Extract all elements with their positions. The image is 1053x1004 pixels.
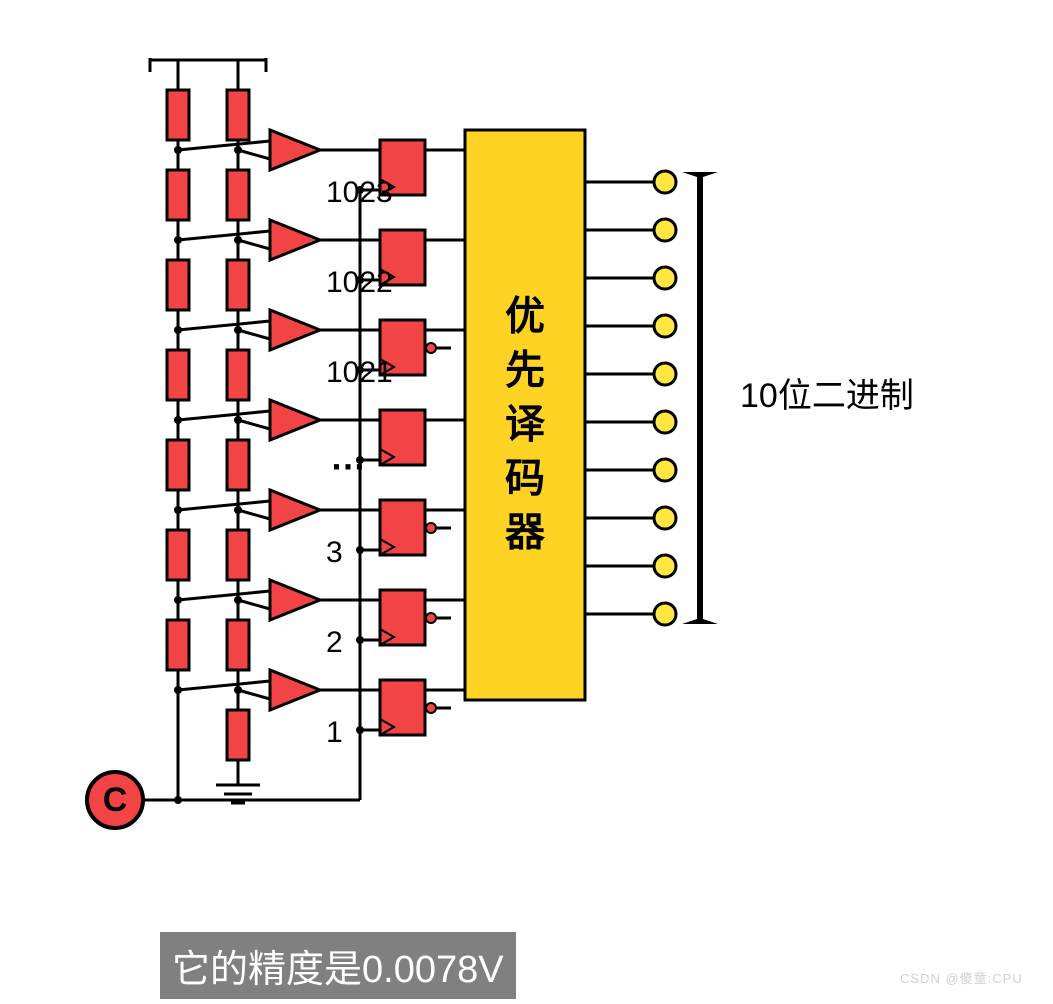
resistor [227, 620, 249, 670]
watermark: CSDN @傻童:CPU [900, 968, 1023, 987]
svg-text:2: 2 [326, 626, 343, 659]
comparator-icon [270, 130, 320, 170]
output-pin [654, 555, 676, 577]
latch [380, 410, 425, 465]
resistor [227, 350, 249, 400]
output-pin [654, 459, 676, 481]
comparator-icon [270, 580, 320, 620]
svg-text:器: 器 [505, 511, 546, 555]
inversion-bubble [426, 343, 436, 353]
inversion-bubble [426, 613, 436, 623]
output-pin [654, 411, 676, 433]
resistor [167, 620, 189, 670]
output-pin [654, 171, 676, 193]
svg-text:C: C [103, 781, 128, 819]
diagram-stage: 优先译码器102310221021…321C10位二进制 它的精度是0.0078… [0, 0, 1053, 1004]
svg-text:10位二进制: 10位二进制 [740, 377, 914, 415]
resistor [227, 530, 249, 580]
resistor [167, 170, 189, 220]
svg-text:优: 优 [505, 295, 545, 339]
resistor [167, 90, 189, 140]
output-pin [654, 267, 676, 289]
comparator-icon [270, 220, 320, 260]
svg-text:3: 3 [326, 536, 343, 569]
svg-text:先: 先 [505, 349, 545, 393]
svg-text:译: 译 [505, 403, 546, 447]
svg-text:1: 1 [326, 716, 343, 749]
resistor [227, 710, 249, 760]
resistor [227, 90, 249, 140]
resistor [227, 260, 249, 310]
inversion-bubble [426, 523, 436, 533]
output-pin [654, 507, 676, 529]
caption-box: 它的精度是0.0078V [160, 932, 516, 999]
output-pin [654, 363, 676, 385]
resistor [227, 440, 249, 490]
latch [380, 680, 425, 735]
circuit-svg: 优先译码器102310221021…321C10位二进制 [0, 0, 1053, 1004]
resistor [167, 350, 189, 400]
resistor [167, 530, 189, 580]
latch [380, 590, 425, 645]
comparator-icon [270, 400, 320, 440]
output-pin [654, 603, 676, 625]
comparator-icon [270, 490, 320, 530]
comparator-icon [270, 670, 320, 710]
output-pin [654, 219, 676, 241]
latch [380, 500, 425, 555]
svg-text:码: 码 [505, 457, 545, 501]
output-pin [654, 315, 676, 337]
comparator-icon [270, 310, 320, 350]
resistor [227, 170, 249, 220]
inversion-bubble [426, 703, 436, 713]
resistor [167, 260, 189, 310]
resistor [167, 440, 189, 490]
